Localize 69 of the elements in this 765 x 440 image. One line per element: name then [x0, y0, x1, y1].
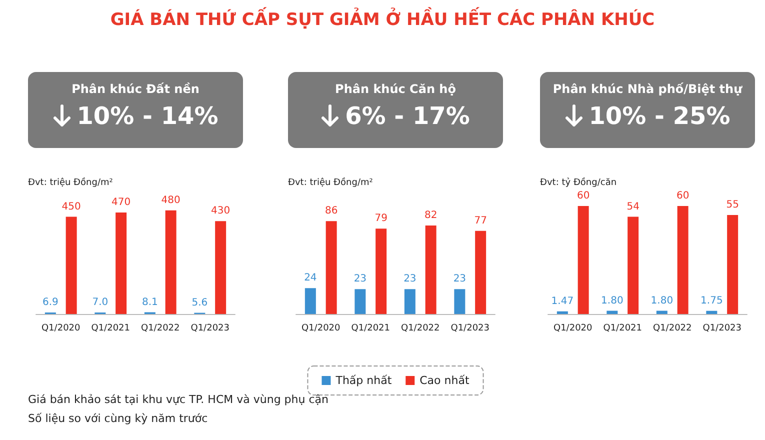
- x-tick-label: Q1/2023: [450, 324, 490, 334]
- data-label: 1.80: [650, 295, 674, 306]
- data-label: 1.80: [601, 295, 624, 306]
- data-label: 86: [324, 206, 338, 217]
- bar: [578, 206, 589, 314]
- x-tick-label: Q1/2022: [401, 324, 440, 334]
- y-axis-title: Đvt: triệu Đồng/m²: [28, 178, 114, 188]
- x-tick-label: Q1/2022: [653, 324, 692, 334]
- x-tick-label: Q1/2020: [42, 324, 81, 334]
- data-label: 82: [424, 210, 438, 221]
- data-label: 60: [576, 190, 590, 202]
- chart-title: Phân khúc Căn hộ: [334, 81, 457, 96]
- data-label: 23: [453, 274, 466, 285]
- bar: [727, 215, 738, 314]
- data-label: 430: [211, 206, 230, 217]
- x-tick-label: Q1/2023: [702, 324, 742, 334]
- data-label: 6.9: [42, 297, 58, 308]
- bar: [66, 216, 77, 314]
- data-label: 450: [62, 201, 81, 212]
- bar: [556, 311, 568, 314]
- bar: [376, 228, 387, 314]
- chart-subtitle: 10% - 14%: [76, 102, 218, 130]
- y-axis-title: Đvt: triệu Đồng/m²: [288, 178, 374, 188]
- bar: [326, 221, 337, 314]
- bar: [404, 289, 416, 314]
- legend-label: Thấp nhất: [334, 374, 392, 387]
- data-label: 77: [474, 215, 487, 226]
- data-label: 1.47: [551, 296, 574, 307]
- x-tick-label: Q1/2023: [190, 324, 230, 334]
- bar: [656, 310, 668, 314]
- legend-label: Cao nhất: [420, 374, 470, 387]
- bar: [354, 289, 366, 314]
- x-tick-label: Q1/2021: [91, 324, 130, 334]
- text: Số liệu so với cùng kỳ năm trước: [28, 412, 208, 425]
- chart-subtitle: 6% - 17%: [345, 102, 470, 130]
- bar: [475, 230, 486, 314]
- data-label: 1.75: [700, 295, 723, 306]
- bar: [454, 289, 466, 314]
- x-tick-label: Q1/2021: [351, 324, 390, 334]
- data-label: 55: [726, 200, 739, 210]
- chart-title: Phân khúc Nhà phố/Biệt thự: [552, 81, 744, 96]
- data-label: 23: [404, 274, 416, 285]
- text: Giá bán khảo sát tại khu vực TP. HCM và vùng phụ cận: [28, 393, 328, 406]
- data-label: 470: [112, 196, 131, 208]
- x-tick-label: Q1/2020: [554, 324, 593, 334]
- chart-subtitle: 10% - 25%: [588, 102, 730, 130]
- bar: [706, 310, 718, 314]
- data-label: 7.0: [92, 296, 108, 308]
- data-label: 480: [161, 194, 180, 206]
- data-label: 8.1: [142, 296, 158, 308]
- y-axis-title: Đvt: tỷ Đồng/căn: [540, 178, 618, 188]
- x-tick-label: Q1/2021: [603, 324, 642, 334]
- data-label: 23: [354, 274, 367, 285]
- data-label: 24: [304, 272, 317, 284]
- data-label: 60: [676, 190, 690, 202]
- bar: [116, 212, 127, 314]
- bar: [677, 206, 688, 314]
- bar: [215, 221, 226, 314]
- bar: [304, 288, 316, 314]
- bar: [628, 216, 639, 314]
- data-label: 79: [374, 213, 388, 224]
- x-tick-label: Q1/2020: [302, 324, 341, 334]
- bar: [425, 225, 436, 314]
- x-tick-label: Q1/2022: [141, 324, 180, 334]
- chart-title: Phân khúc Đất nền: [70, 81, 200, 96]
- data-label: 5.6: [192, 297, 208, 308]
- data-label: 54: [626, 201, 640, 212]
- bar: [165, 210, 176, 314]
- bar: [606, 310, 618, 314]
